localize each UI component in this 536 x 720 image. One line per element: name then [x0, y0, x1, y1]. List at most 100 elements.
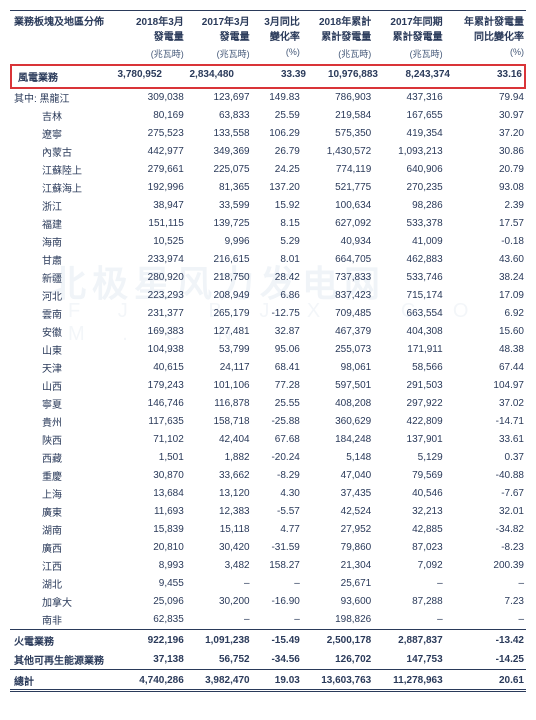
- cell: 8,993: [120, 557, 186, 575]
- cell: 80,169: [120, 107, 186, 125]
- row-label: 江蘇海上: [10, 179, 120, 197]
- cell: 20.79: [445, 161, 526, 179]
- cell: 25,671: [302, 575, 373, 593]
- cell: 275,523: [120, 125, 186, 143]
- cell: -15.49: [252, 629, 302, 649]
- cell: 30.86: [445, 143, 526, 161]
- cell: 223,293: [120, 287, 186, 305]
- cell: 20.61: [445, 669, 526, 691]
- cell: 5,129: [373, 449, 444, 467]
- cell: 597,501: [302, 377, 373, 395]
- cell: -8.29: [252, 467, 302, 485]
- cell: 106.29: [252, 125, 302, 143]
- cell: 13,684: [120, 485, 186, 503]
- col-header: 2017年3月發電量: [186, 11, 252, 47]
- cell: 3,982,470: [186, 669, 252, 691]
- row-label: 浙江: [10, 197, 120, 215]
- cell: 184,248: [302, 431, 373, 449]
- row-label: 火電業務: [10, 629, 120, 649]
- cell: 87,023: [373, 539, 444, 557]
- col-unit: (%): [252, 47, 302, 64]
- cell: 17.57: [445, 215, 526, 233]
- row-label: 海南: [10, 233, 120, 251]
- cell: 26.79: [252, 143, 302, 161]
- row-label: 南非: [10, 611, 120, 630]
- cell: 5.29: [252, 233, 302, 251]
- row-label: 湖南: [10, 521, 120, 539]
- cell: 709,485: [302, 305, 373, 323]
- cell: 98,286: [373, 197, 444, 215]
- cell: 2,500,178: [302, 629, 373, 649]
- row-label: 其中: 黑龍江: [10, 89, 120, 107]
- row-label: 陝西: [10, 431, 120, 449]
- cell: 71,102: [120, 431, 186, 449]
- cell: 42,524: [302, 503, 373, 521]
- cell: 100,634: [302, 197, 373, 215]
- cell: 664,705: [302, 251, 373, 269]
- cell: -8.23: [445, 539, 526, 557]
- cell: 13,120: [186, 485, 252, 503]
- row-label: 上海: [10, 485, 120, 503]
- cell: 33,662: [186, 467, 252, 485]
- cell: 67.68: [252, 431, 302, 449]
- row-label: 內蒙古: [10, 143, 120, 161]
- cell: 56,752: [186, 649, 252, 669]
- cell: 7,092: [373, 557, 444, 575]
- row-label: 江西: [10, 557, 120, 575]
- cell: 11,693: [120, 503, 186, 521]
- row-label: 重慶: [10, 467, 120, 485]
- cell: 922,196: [120, 629, 186, 649]
- cell: 137,901: [373, 431, 444, 449]
- cell: 8.01: [252, 251, 302, 269]
- col-header-region: 業務板塊及地區分佈: [10, 11, 120, 47]
- cell: 158,718: [186, 413, 252, 431]
- cell: 68.41: [252, 359, 302, 377]
- cell: 0.37: [445, 449, 526, 467]
- cell: 4.77: [252, 521, 302, 539]
- cell: 47,040: [302, 467, 373, 485]
- col-header: 2018年累計累計發電量: [302, 11, 373, 47]
- cell: 87,288: [373, 593, 444, 611]
- cell: 10,525: [120, 233, 186, 251]
- cell: 20,810: [120, 539, 186, 557]
- row-label: 遼寧: [10, 125, 120, 143]
- row-label: 西藏: [10, 449, 120, 467]
- cell: 133,558: [186, 125, 252, 143]
- cell: -34.82: [445, 521, 526, 539]
- cell: 360,629: [302, 413, 373, 431]
- cell: –: [186, 575, 252, 593]
- cell: 123,697: [186, 89, 252, 107]
- cell: 117,635: [120, 413, 186, 431]
- cell: 198,826: [302, 611, 373, 630]
- cell: 40,934: [302, 233, 373, 251]
- cell: –: [373, 611, 444, 630]
- cell: –: [445, 575, 526, 593]
- cell: 58,566: [373, 359, 444, 377]
- cell: –: [373, 575, 444, 593]
- cell: 98,061: [302, 359, 373, 377]
- cell: 167,655: [373, 107, 444, 125]
- cell: 30.97: [445, 107, 526, 125]
- cell: 25,096: [120, 593, 186, 611]
- cell: 19.03: [252, 669, 302, 691]
- cell: 349,369: [186, 143, 252, 161]
- cell: 37,435: [302, 485, 373, 503]
- col-header: 年累計發電量同比變化率: [445, 11, 526, 47]
- cell: 1,882: [186, 449, 252, 467]
- cell: 6.86: [252, 287, 302, 305]
- cell: 169,383: [120, 323, 186, 341]
- cell: –: [186, 611, 252, 630]
- cell: 33,599: [186, 197, 252, 215]
- cell: 462,883: [373, 251, 444, 269]
- cell: 4,740,286: [120, 669, 186, 691]
- row-label: 山西: [10, 377, 120, 395]
- cell: 408,208: [302, 395, 373, 413]
- cell: 7.23: [445, 593, 526, 611]
- cell: 32,213: [373, 503, 444, 521]
- cell: -40.88: [445, 467, 526, 485]
- cell: 30,870: [120, 467, 186, 485]
- cell: 1,430,572: [302, 143, 373, 161]
- cell: 192,996: [120, 179, 186, 197]
- cell: 81,365: [186, 179, 252, 197]
- cell: 737,833: [302, 269, 373, 287]
